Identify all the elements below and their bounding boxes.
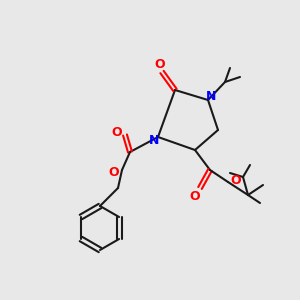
Text: O: O bbox=[155, 58, 165, 70]
Text: N: N bbox=[149, 134, 159, 148]
Text: O: O bbox=[231, 173, 241, 187]
Text: O: O bbox=[109, 166, 119, 178]
Text: O: O bbox=[112, 127, 122, 140]
Text: N: N bbox=[206, 89, 216, 103]
Text: O: O bbox=[190, 190, 200, 202]
